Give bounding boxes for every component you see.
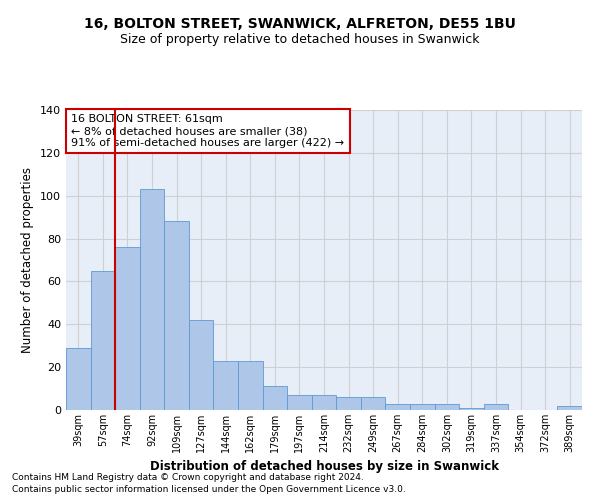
Bar [336, 397, 361, 410]
Text: Contains public sector information licensed under the Open Government Licence v3: Contains public sector information licen… [12, 485, 406, 494]
Bar [214, 360, 238, 410]
Bar [164, 222, 189, 410]
Text: Contains HM Land Registry data © Crown copyright and database right 2024.: Contains HM Land Registry data © Crown c… [12, 472, 364, 482]
Bar [140, 190, 164, 410]
Bar [434, 404, 459, 410]
Bar [238, 360, 263, 410]
Bar [66, 348, 91, 410]
Bar [189, 320, 214, 410]
Text: 16 BOLTON STREET: 61sqm
← 8% of detached houses are smaller (38)
91% of semi-det: 16 BOLTON STREET: 61sqm ← 8% of detached… [71, 114, 344, 148]
Bar [459, 408, 484, 410]
Y-axis label: Number of detached properties: Number of detached properties [22, 167, 34, 353]
Bar [484, 404, 508, 410]
Bar [115, 247, 140, 410]
Text: 16, BOLTON STREET, SWANWICK, ALFRETON, DE55 1BU: 16, BOLTON STREET, SWANWICK, ALFRETON, D… [84, 18, 516, 32]
Bar [263, 386, 287, 410]
Bar [91, 270, 115, 410]
Bar [557, 406, 582, 410]
Text: Size of property relative to detached houses in Swanwick: Size of property relative to detached ho… [120, 32, 480, 46]
Bar [287, 395, 312, 410]
X-axis label: Distribution of detached houses by size in Swanwick: Distribution of detached houses by size … [149, 460, 499, 473]
Bar [361, 397, 385, 410]
Bar [312, 395, 336, 410]
Bar [410, 404, 434, 410]
Bar [385, 404, 410, 410]
